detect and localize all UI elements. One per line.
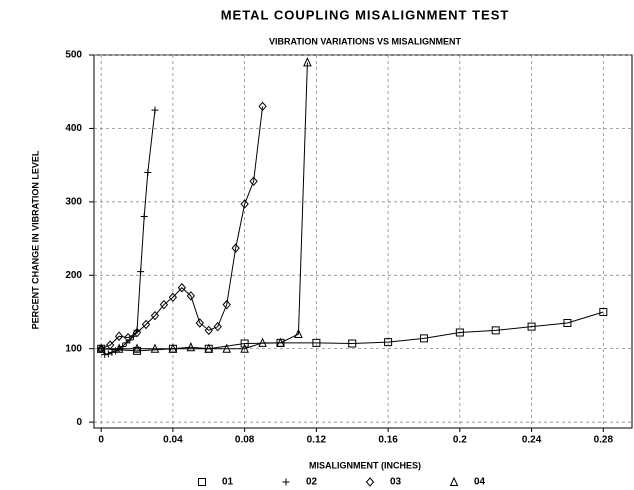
series-line [101, 62, 308, 350]
marker [419, 334, 428, 343]
x-axis-label: MISALIGNMENT (INCHES) [309, 460, 421, 470]
marker [204, 343, 214, 353]
marker [141, 319, 151, 330]
legend-label: 03 [390, 477, 402, 488]
marker [150, 343, 160, 353]
x-tick-label: 0.04 [163, 435, 183, 446]
marker [123, 332, 133, 343]
marker [563, 319, 572, 328]
marker [159, 299, 169, 310]
marker [114, 331, 124, 341]
series-line [101, 311, 604, 352]
y-tick-label: 0 [76, 417, 82, 428]
x-tick-label: 0 [98, 435, 104, 446]
marker [231, 243, 240, 253]
marker [599, 307, 608, 316]
series-line [100, 110, 156, 356]
marker [249, 176, 258, 187]
x-tick-label: 0.2 [453, 435, 467, 446]
marker [204, 325, 213, 336]
legend-label: 04 [474, 477, 486, 488]
legend-label: 01 [222, 477, 234, 488]
marker [144, 168, 152, 176]
marker [151, 106, 159, 114]
marker [294, 328, 303, 339]
marker [527, 322, 536, 331]
legend-marker [198, 478, 206, 486]
marker [455, 328, 464, 337]
marker [168, 292, 178, 303]
marker [186, 342, 196, 352]
marker [491, 326, 500, 335]
marker [132, 343, 142, 353]
marker [114, 343, 124, 353]
marker [240, 343, 249, 353]
marker [132, 327, 142, 338]
marker [150, 310, 160, 321]
marker [258, 337, 267, 347]
legend-label: 02 [306, 477, 318, 488]
plot-frame [93, 54, 633, 429]
y-tick-label: 300 [65, 196, 82, 207]
marker [168, 343, 178, 353]
y-tick-label: 200 [65, 270, 82, 281]
marker [96, 343, 106, 353]
marker [97, 343, 106, 354]
marker [240, 199, 249, 209]
marker [384, 338, 393, 347]
chart-subtitle: VIBRATION VARIATIONS VS MISALIGNMENT [269, 36, 462, 46]
marker [186, 291, 196, 301]
marker [312, 338, 321, 347]
marker [140, 213, 148, 221]
chart-title: METAL COUPLING MISALIGNMENT TEST [221, 7, 510, 22]
x-tick-label: 0.16 [378, 435, 398, 446]
marker [122, 339, 130, 347]
marker [222, 343, 231, 353]
marker [195, 318, 204, 328]
x-tick-label: 0.08 [235, 435, 255, 446]
legend-marker [282, 478, 290, 486]
x-tick-label: 0.28 [594, 435, 614, 446]
marker [177, 282, 187, 293]
legend-marker [365, 477, 375, 487]
marker [348, 339, 357, 348]
series-line [100, 106, 264, 350]
x-tick-label: 0.24 [522, 435, 542, 446]
x-tick-label: 0.12 [307, 435, 327, 446]
marker [276, 337, 285, 347]
marker [222, 299, 231, 310]
legend-marker [449, 476, 459, 486]
marker [303, 57, 312, 67]
marker [258, 101, 267, 112]
marker [104, 350, 112, 358]
y-tick-label: 100 [65, 343, 82, 354]
marker [137, 268, 145, 276]
y-axis-label: PERCENT CHANGE IN VIBRATION LEVEL [30, 150, 40, 329]
y-tick-label: 400 [65, 123, 82, 134]
y-tick-label: 500 [65, 50, 82, 61]
marker [108, 348, 116, 356]
marker [213, 321, 222, 332]
